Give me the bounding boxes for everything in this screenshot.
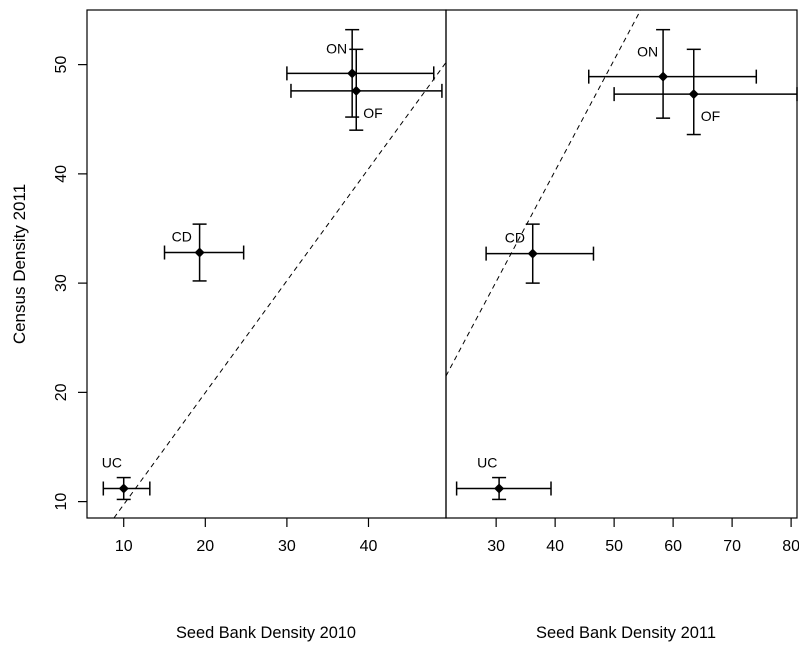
x-tick-label: 30 [278,538,296,555]
panel-2011: ON OF CD UC 30 40 50 60 70 80 Seed Bank Density … [445,9,799,642]
data-point-on: ON [588,28,758,119]
x-tick-label: 40 [546,538,564,555]
x-axis-title-2011: Seed Bank Density 2011 [536,623,716,642]
point-label-on: ON [326,40,347,56]
data-point-cd: CD [163,223,245,282]
diamond-marker [658,71,669,82]
fit-line [113,62,447,519]
points-2011: ON OF CD UC [455,28,798,501]
x-axis-2011: 30 40 50 60 70 80 [487,518,799,555]
diamond-marker [688,89,699,100]
point-label-on: ON [637,44,658,60]
x-tick-label: 40 [360,538,378,555]
plot-frame-2010 [86,9,447,519]
diamond-marker [118,483,129,494]
data-point-on: ON [286,28,435,118]
point-label-of: OF [363,105,382,121]
diamond-marker [351,85,362,96]
point-label-uc: UC [477,455,497,471]
x-tick-label: 10 [115,538,133,555]
x-tick-label: 60 [664,538,682,555]
x-tick-label: 70 [723,538,741,555]
x-axis-title-2010: Seed Bank Density 2010 [176,623,356,642]
data-point-cd: CD [485,223,595,284]
point-label-of: OF [701,108,720,124]
y-tick-label: 50 [53,56,70,74]
y-axis-title: Census Density 2011 [10,184,29,344]
diamond-marker [194,247,205,258]
data-point-uc: UC [455,455,552,501]
fit-line-2011 [445,9,642,377]
y-tick-label: 40 [53,165,70,183]
point-label-cd: CD [172,229,192,245]
y-tick-label: 10 [53,493,70,511]
data-point-of: OF [613,48,798,136]
x-tick-label: 50 [605,538,623,555]
y-axis-2010: 10 20 30 40 50 [53,56,87,511]
panel-2010: ON OF CD UC 10 20 30 40 10 20 30 40 50 Seed Bank D… [10,9,447,642]
y-tick-label: 30 [53,274,70,292]
diamond-marker [347,68,358,79]
y-tick-label: 20 [53,383,70,401]
diamond-marker [494,483,505,494]
points-2010: ON OF CD UC [102,28,443,501]
plot-frame-2011 [445,9,798,519]
data-point-of: OF [290,48,443,131]
diamond-marker [527,248,538,259]
point-label-cd: CD [505,230,525,246]
x-tick-label: 30 [487,538,505,555]
x-tick-label: 20 [196,538,214,555]
x-tick-label: 80 [782,538,799,555]
point-label-uc: UC [102,455,122,471]
data-point-uc: UC [102,455,151,501]
x-axis-2010: 10 20 30 40 [115,518,378,555]
fit-line-2010 [113,62,447,519]
fit-line [445,9,642,377]
